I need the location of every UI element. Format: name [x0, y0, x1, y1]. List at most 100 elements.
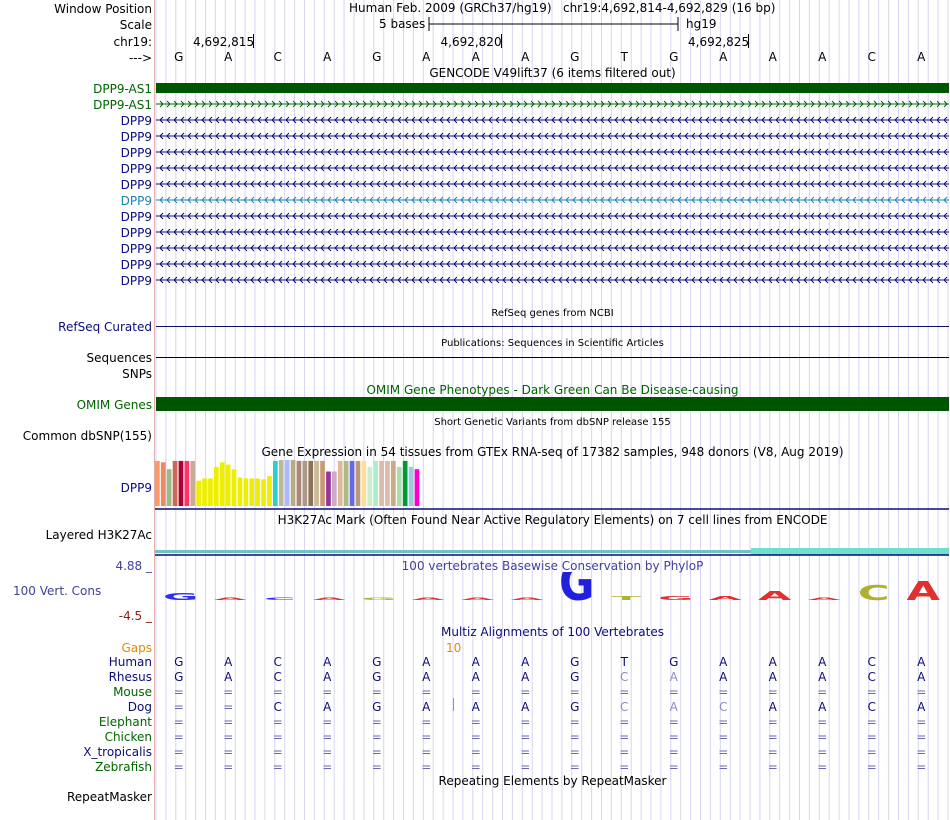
gencode-track-label[interactable]: DPP9	[120, 210, 152, 224]
aligned-base: =	[520, 730, 531, 744]
species-label[interactable]: Chicken	[104, 730, 152, 744]
cons-title[interactable]: 100 vertebrates Basewise Conservation by…	[401, 559, 704, 573]
gencode-track-label[interactable]: DPP9	[120, 258, 152, 272]
omim-label[interactable]: OMIM Genes	[76, 398, 152, 412]
species-label[interactable]: X_tropicalis	[83, 745, 152, 759]
snps-label[interactable]: SNPs	[122, 367, 152, 381]
omim-title[interactable]: OMIM Gene Phenotypes - Dark Green Can Be…	[366, 383, 739, 397]
aligned-base: G	[669, 655, 679, 669]
gaps-label: Gaps	[121, 641, 152, 655]
cons-logo-base: C	[264, 597, 296, 600]
gencode-track-label[interactable]: DPP9	[120, 242, 152, 256]
cons-logo-base: A	[214, 597, 248, 600]
aligned-base: A	[422, 655, 431, 669]
repeatmasker-title[interactable]: Repeating Elements by RepeatMasker	[438, 774, 667, 788]
gencode-track-feature[interactable]	[156, 193, 949, 207]
gtex-bar	[320, 460, 325, 506]
aligned-base: =	[421, 730, 432, 744]
species-label[interactable]: Mouse	[113, 685, 152, 699]
refseq-title[interactable]: RefSeq genes from NCBI	[491, 308, 614, 319]
gencode-track-feature[interactable]	[156, 209, 949, 223]
cons-logo-base: A	[313, 597, 347, 600]
species-label[interactable]: Elephant	[98, 715, 152, 729]
species-alignment-row[interactable]: = = = = = = = = = = = = = = = =	[156, 685, 949, 699]
aligned-base: =	[718, 760, 729, 774]
repeatmasker-label[interactable]: RepeatMasker	[66, 790, 152, 804]
gencode-track-feature[interactable]	[156, 113, 949, 127]
base: C	[867, 50, 876, 64]
gencode-track-feature[interactable]	[156, 97, 949, 111]
base: A	[768, 50, 777, 64]
gtex-bar	[308, 460, 314, 506]
h3k27ac-signal[interactable]	[155, 545, 949, 557]
species-alignment-row[interactable]: = = C A G A A A G C A C A A C A	[156, 700, 949, 714]
h3k27ac-baseline	[155, 550, 949, 553]
dbsnp-title[interactable]: Short Genetic Variants from dbSNP releas…	[434, 417, 671, 428]
gencode-track-label[interactable]: DPP9-AS1	[93, 82, 152, 96]
dbsnp-label[interactable]: Common dbSNP(155)	[22, 429, 152, 443]
cons-label[interactable]: 100 Vert. Cons	[13, 584, 102, 598]
aligned-base: =	[767, 730, 778, 744]
gencode-track-feature[interactable]	[156, 257, 949, 271]
publications-line	[156, 357, 949, 358]
cons-logo-base: G	[163, 591, 198, 603]
aligned-base: =	[668, 760, 679, 774]
species-alignment-row[interactable]: = = = = = = = = = = = = = = = =	[156, 715, 949, 729]
aligned-base: G	[174, 655, 184, 669]
tick-label: 4,692,820	[440, 35, 502, 49]
gencode-track-feature[interactable]	[156, 145, 949, 159]
species-label[interactable]: Human	[108, 655, 152, 669]
publications-title[interactable]: Publications: Sequences in Scientific Ar…	[441, 338, 664, 349]
aligned-base: =	[223, 745, 234, 759]
species-alignment-row[interactable]: = = = = = = = = = = = = = = = =	[156, 760, 949, 774]
cons-logo-base: A	[907, 577, 941, 606]
aligned-base: =	[470, 760, 481, 774]
aligned-base: A	[917, 670, 926, 684]
gencode-track-label[interactable]: DPP9	[120, 146, 152, 160]
base: G	[372, 50, 382, 64]
gencode-track-feature[interactable]	[156, 161, 949, 175]
gencode-track-label[interactable]: DPP9	[120, 130, 152, 144]
tick-mark	[500, 34, 502, 48]
tick-label: 4,692,815	[193, 35, 255, 49]
multiz-title[interactable]: Multiz Alignments of 100 Vertebrates	[440, 625, 665, 639]
gencode-track-label[interactable]: DPP9	[120, 274, 152, 288]
gencode-title[interactable]: GENCODE V49lift37 (6 items filtered out)	[429, 66, 676, 80]
species-label[interactable]: Dog	[127, 700, 152, 714]
aligned-base: A	[471, 655, 480, 669]
gtex-bar-chart[interactable]	[155, 460, 949, 510]
species-label[interactable]: Zebrafish	[95, 760, 152, 774]
aligned-base: =	[817, 745, 828, 759]
gtex-bar	[196, 480, 201, 506]
gtex-label[interactable]: DPP9	[120, 481, 152, 495]
gencode-track-label[interactable]: DPP9-AS1	[93, 98, 152, 112]
gencode-track-label[interactable]: DPP9	[120, 226, 152, 240]
h3k27ac-title[interactable]: H3K27Ac Mark (Often Found Near Active Re…	[277, 513, 828, 527]
refseq-label[interactable]: RefSeq Curated	[58, 320, 152, 334]
gencode-track-label[interactable]: DPP9	[120, 114, 152, 128]
gencode-track-feature[interactable]	[156, 129, 949, 143]
gencode-track-label[interactable]: DPP9	[120, 194, 152, 208]
gencode-track-feature[interactable]	[156, 273, 949, 287]
aligned-base: C	[273, 655, 282, 669]
gencode-track-feature[interactable]	[156, 241, 949, 255]
gencode-track-feature[interactable]	[156, 177, 949, 191]
species-alignment-row[interactable]: = = = = = = = = = = = = = = = =	[156, 745, 949, 759]
gencode-track-label[interactable]: DPP9	[120, 162, 152, 176]
h3k27ac-label[interactable]: Layered H3K27Ac	[45, 528, 152, 542]
aligned-base: =	[520, 685, 531, 699]
gtex-bar	[219, 462, 225, 506]
gencode-track-feature[interactable]	[156, 225, 949, 239]
species-label[interactable]: Rhesus	[108, 670, 152, 684]
omim-bar[interactable]	[156, 397, 949, 411]
publications-label[interactable]: Sequences	[86, 351, 152, 365]
gtex-bar	[355, 460, 361, 506]
gencode-track-label[interactable]: DPP9	[120, 178, 152, 192]
gencode-track-feature[interactable]	[156, 81, 949, 95]
species-alignment-row[interactable]: = = = = = = = = = = = = = = = =	[156, 730, 949, 744]
aligned-base: A	[768, 655, 777, 669]
gtex-title[interactable]: Gene Expression in 54 tissues from GTEx …	[261, 445, 844, 459]
